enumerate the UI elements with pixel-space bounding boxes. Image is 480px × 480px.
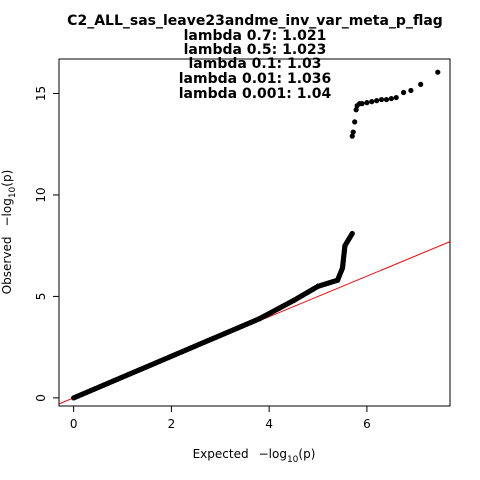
data-point — [383, 96, 390, 103]
plot-frame — [58, 58, 451, 407]
data-point — [393, 94, 399, 101]
data-point — [369, 99, 375, 105]
data-point — [350, 129, 356, 135]
data-point — [374, 97, 380, 104]
lambda-line: lambda 0.01: 1.036 — [179, 71, 332, 87]
chart-title: C2_ALL_sas_leave23andme_inv_var_meta_p_f… — [67, 13, 443, 29]
y-tick-label: 15 — [34, 86, 48, 101]
data-point — [353, 107, 359, 113]
lambda-annotations: lambda 0.7: 1.021 lambda 0.5: 1.023 lamb… — [179, 28, 332, 102]
axes: 0 2 4 6 0 5 10 15 — [34, 86, 371, 431]
data-point — [349, 230, 355, 237]
y-tick-label: 10 — [34, 187, 48, 202]
data-point — [349, 133, 355, 139]
x-tick-label: 2 — [168, 417, 176, 431]
y-tick-label: 5 — [34, 293, 48, 301]
data-point — [400, 89, 407, 96]
data-point — [364, 100, 370, 106]
x-tick-label: 0 — [70, 417, 78, 431]
x-tick-label: 6 — [363, 417, 371, 431]
plot-area — [59, 69, 450, 405]
data-point — [359, 101, 365, 107]
lambda-line: lambda 0.1: 1.03 — [188, 56, 321, 72]
data-point — [378, 96, 385, 103]
y-tick-label: 0 — [34, 394, 48, 402]
data-point — [418, 81, 424, 87]
lambda-line: lambda 0.7: 1.021 — [184, 28, 327, 44]
lambda-line: lambda 0.001: 1.04 — [179, 86, 332, 102]
x-tick-label: 4 — [265, 417, 273, 431]
data-point — [435, 69, 441, 75]
data-point — [408, 87, 414, 94]
lambda-line: lambda 0.5: 1.023 — [184, 42, 327, 58]
y-axis-label: Observed−log10(p) — [0, 170, 18, 295]
x-axis-label: Expected −log10(p) — [193, 447, 316, 465]
data-point — [352, 119, 358, 125]
data-point — [388, 95, 394, 102]
